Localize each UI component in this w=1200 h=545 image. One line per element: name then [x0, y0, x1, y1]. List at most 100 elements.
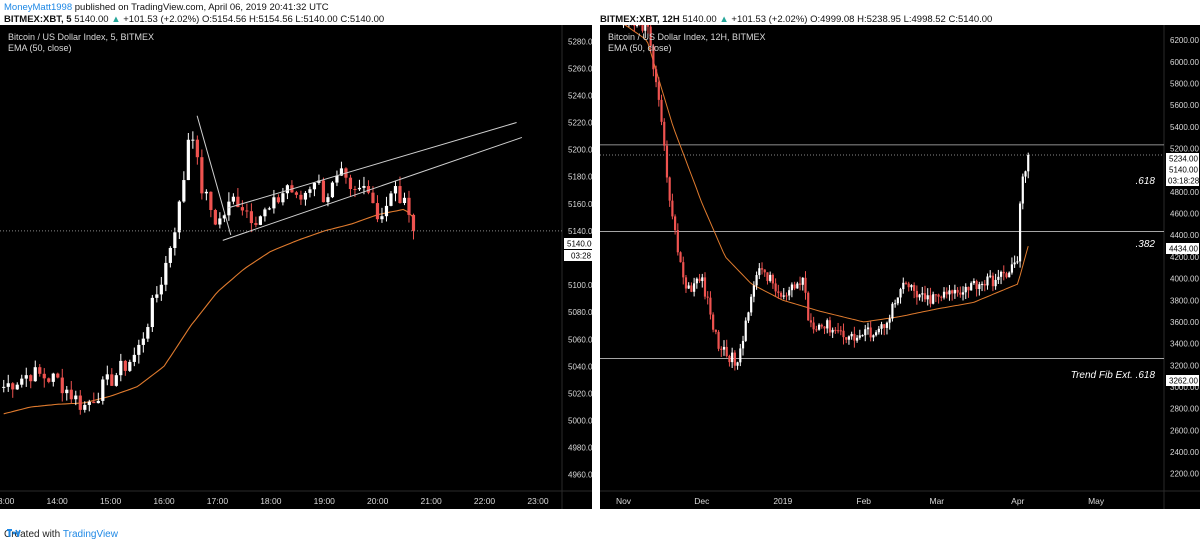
left-price-tag: 5140.00	[567, 240, 592, 249]
candle-body	[877, 328, 880, 333]
candle-body	[375, 203, 380, 220]
candle-body	[380, 216, 384, 220]
candle-body	[994, 279, 997, 287]
right-legend-ema: EMA (50, close)	[608, 43, 672, 53]
candle-body	[807, 292, 810, 321]
candle-body	[899, 289, 902, 298]
ema-layer	[3, 208, 414, 415]
candle-body	[679, 252, 682, 263]
y-tick-label: 2200.00	[1170, 470, 1199, 479]
y-tick-label: 5600.00	[1170, 101, 1199, 110]
candle-body	[20, 378, 24, 385]
candle-body	[114, 375, 118, 386]
candle-body	[910, 285, 913, 288]
candle-body	[1021, 176, 1024, 204]
left-chart-svg[interactable]: 4960.00 4980.00 5000.00 5020.00 5040.00 5060.…	[0, 25, 592, 509]
y-axis: 4960.00 4980.00 5000.00 5020.00 5040.00 5060.…	[568, 37, 592, 479]
candle-body	[665, 145, 669, 178]
x-tick-label: 2019	[773, 496, 792, 506]
candle-body	[828, 320, 832, 333]
fib-levels-layer[interactable]	[600, 144, 1164, 359]
candle-body	[796, 283, 799, 289]
candle-body	[335, 175, 339, 183]
candle-body	[872, 335, 875, 338]
candle-body	[60, 377, 64, 394]
candle-body	[907, 283, 910, 288]
candle-body	[999, 271, 1003, 277]
candle-body	[177, 201, 181, 233]
candle-body	[92, 401, 96, 404]
candle-body	[159, 284, 163, 295]
candle-body	[398, 186, 402, 204]
y-tick-label: 5100.00	[568, 281, 592, 290]
candle-body	[836, 330, 840, 332]
right-ohlc: O:4999.08 H:5238.95 L:4998.52 C:5140.00	[810, 14, 993, 25]
y-tick-label: 3400.00	[1170, 340, 1199, 349]
y-tick-label: 5040.00	[568, 362, 592, 371]
y-tick-label: 5220.00	[568, 119, 592, 128]
ema-layer	[624, 25, 1029, 323]
candle-body	[880, 324, 883, 329]
right-chart-svg[interactable]: 2200.00 2400.00 2600.00 2800.00 3000.00 3200.…	[600, 25, 1200, 509]
candle-body	[674, 216, 677, 231]
candle-body	[87, 401, 91, 405]
trendlines-layer[interactable]	[196, 115, 523, 241]
candle-body	[150, 297, 154, 328]
candle-body	[687, 285, 690, 289]
up-triangle-icon: ▲	[719, 14, 729, 25]
trendline[interactable]	[196, 115, 232, 236]
x-tick-label: 18:00	[260, 496, 282, 506]
y-tick-label: 2600.00	[1170, 426, 1199, 435]
candle-body	[904, 282, 908, 284]
candle-body	[371, 192, 375, 204]
left-legend-ema: EMA (50, close)	[8, 43, 72, 53]
candle-body	[671, 200, 674, 217]
x-tick-label: 21:00	[420, 496, 442, 506]
author-link[interactable]: MoneyMatt1998	[4, 2, 73, 13]
candle-body	[728, 355, 731, 363]
candle-body	[937, 294, 940, 297]
candle-body	[663, 121, 666, 146]
candle-body	[858, 335, 861, 338]
y-tick-label: 5400.00	[1170, 123, 1199, 132]
right-symbol-line: BITMEX:XBT, 12H 5140.00 ▲ +101.53 (+2.02…	[600, 14, 992, 25]
candle-body	[888, 318, 891, 323]
x-tick-label: 19:00	[314, 496, 336, 506]
candle-body	[56, 373, 60, 378]
ema-line	[624, 25, 1029, 323]
candle-body	[393, 186, 398, 194]
candle-body	[128, 361, 132, 371]
candle-body	[959, 292, 962, 295]
trendline[interactable]	[227, 122, 517, 209]
candle-body	[793, 284, 796, 289]
candle-body	[885, 322, 889, 328]
y-tick-label: 3600.00	[1170, 318, 1199, 327]
y-tick-label: 4400.00	[1170, 231, 1199, 240]
candle-body	[1027, 155, 1030, 172]
candle-body	[240, 207, 244, 211]
tradingview-brand-link[interactable]: TradingView	[62, 529, 118, 540]
candle-body	[123, 360, 127, 371]
trendline[interactable]	[222, 136, 523, 241]
y-tick-label: 5180.00	[568, 173, 592, 182]
candle-body	[231, 196, 235, 202]
candle-body	[991, 275, 995, 287]
publish-info: published on TradingView.com, April 06, …	[74, 2, 329, 13]
y-tick-label: 4200.00	[1170, 253, 1199, 262]
candle-body	[948, 290, 951, 295]
candle-body	[693, 283, 696, 292]
candle-body	[722, 346, 726, 350]
right-chart-pane[interactable]: 2200.00 2400.00 2600.00 2800.00 3000.00 3200.…	[600, 25, 1200, 509]
left-legend-title: Bitcoin / US Dollar Index, 5, BITMEX	[8, 32, 154, 42]
candle-body	[676, 230, 679, 253]
candle-body	[698, 278, 701, 282]
y-tick-label: 3200.00	[1170, 361, 1199, 370]
candle-body	[747, 312, 750, 321]
candle-body	[303, 192, 308, 200]
left-chart-pane[interactable]: 4960.00 4980.00 5000.00 5020.00 5040.00 5060.…	[0, 25, 592, 509]
y-tick-label: 5080.00	[568, 308, 592, 317]
candle-body	[51, 373, 55, 382]
candle-body	[96, 400, 100, 404]
candle-body	[384, 205, 389, 217]
candle-body	[299, 194, 303, 200]
